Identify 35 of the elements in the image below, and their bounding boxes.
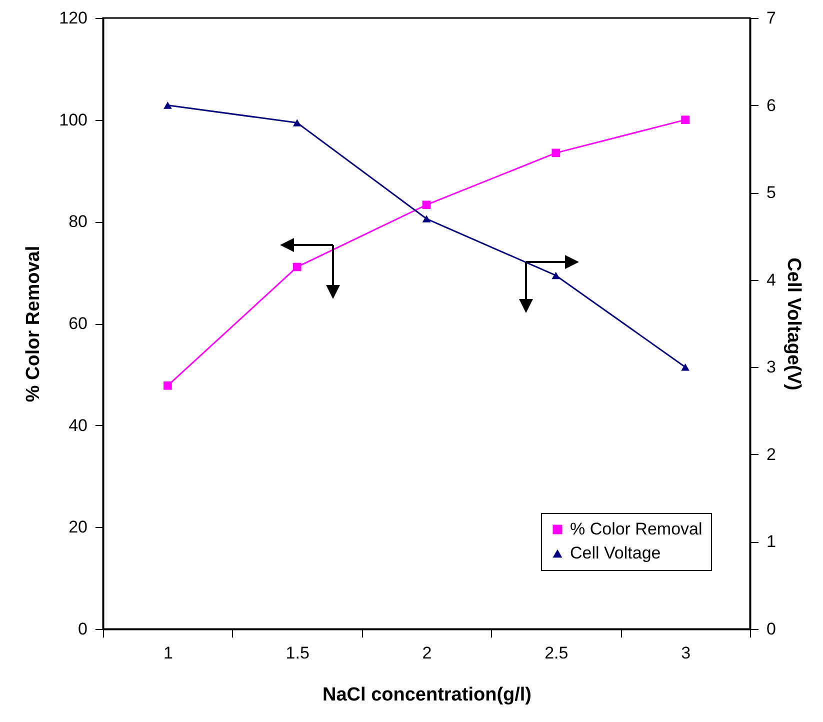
point [681, 116, 690, 124]
y2-tick-label: 6 [766, 96, 776, 115]
point [164, 102, 172, 109]
y2-tick-label: 1 [766, 532, 776, 552]
y2-tick-label: 7 [766, 8, 776, 28]
x-tick-label: 2 [422, 644, 432, 662]
y-tick-label: 80 [68, 212, 88, 232]
legend-label: % Color Removal [570, 520, 702, 538]
y2-tick-label: 5 [766, 183, 776, 202]
point [292, 119, 302, 126]
y2-tick-label: 0 [766, 620, 776, 638]
y-axis-title: % Color Removal [23, 246, 44, 402]
y-tick-label: 20 [68, 518, 88, 537]
point [422, 215, 431, 222]
point [552, 272, 560, 280]
legend-label: Cell Voltage [570, 544, 661, 562]
point [422, 200, 431, 210]
y-tick-label: 60 [68, 314, 88, 333]
point [552, 148, 560, 158]
y-tick-label: 100 [59, 110, 88, 130]
x-tick-label: 2.5 [544, 644, 568, 662]
y-tick-label: 120 [59, 8, 88, 28]
x-tick-label: 1.5 [286, 644, 310, 662]
x-tick-label: 3 [681, 644, 691, 662]
y2-tick-label: 4 [766, 270, 776, 290]
point [164, 381, 172, 390]
y2-tick-label: 3 [766, 358, 776, 377]
x-axis-title: NaCl concentration(g/l) [322, 684, 532, 706]
point [681, 364, 690, 371]
y2-axis-title: Cell Voltage(V) [782, 258, 804, 390]
y-tick-label: 40 [68, 416, 88, 435]
y2-tick-label: 2 [766, 444, 776, 464]
y-tick-label: 0 [78, 620, 88, 638]
x-tick-label: 1 [163, 644, 173, 662]
point [292, 262, 302, 272]
